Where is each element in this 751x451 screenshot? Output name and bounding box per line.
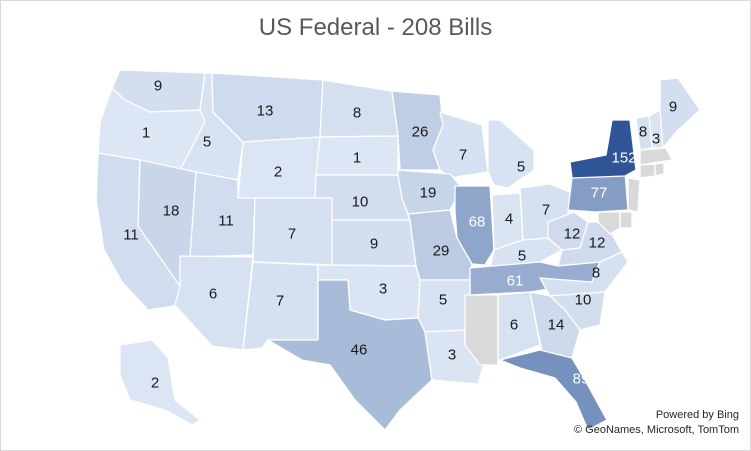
state-value-nv: 18 <box>163 203 180 220</box>
state-value-fl: 89 <box>573 371 590 388</box>
state-value-in: 4 <box>505 211 513 228</box>
state-value-al: 6 <box>510 317 518 334</box>
state-value-pa: 77 <box>591 185 608 202</box>
state-value-ca: 11 <box>123 227 139 244</box>
state-value-mi: 5 <box>517 159 525 176</box>
state-value-ga: 14 <box>548 317 565 334</box>
map-attribution: Powered by Bing © GeoNames, Microsoft, T… <box>574 408 739 438</box>
state-value-ok: 3 <box>379 281 387 298</box>
state-value-ar: 5 <box>439 292 447 309</box>
state-value-la: 3 <box>448 347 456 364</box>
state-az[interactable] <box>174 255 254 351</box>
map-title: US Federal - 208 Bills <box>258 14 493 41</box>
state-value-mn: 26 <box>412 124 429 141</box>
attribution-copyright: © GeoNames, Microsoft, TomTom <box>574 424 739 436</box>
state-tx[interactable] <box>267 279 433 431</box>
state-value-co: 7 <box>288 226 296 243</box>
state-value-ne: 10 <box>352 194 369 211</box>
state-ny[interactable] <box>569 119 637 179</box>
state-value-nm: 7 <box>276 293 284 310</box>
state-nj[interactable] <box>627 177 641 213</box>
state-value-sd: 1 <box>353 150 361 167</box>
state-value-mt: 13 <box>257 103 274 120</box>
state-value-id: 5 <box>203 134 211 151</box>
state-value-va: 12 <box>589 235 606 252</box>
state-value-wi: 7 <box>459 147 467 164</box>
state-value-ak: 2 <box>151 375 159 392</box>
state-me[interactable] <box>659 77 701 149</box>
state-value-or: 1 <box>142 125 150 142</box>
state-value-ky: 5 <box>518 248 526 265</box>
state-value-az: 6 <box>209 286 217 303</box>
state-value-ny: 152 <box>611 150 636 167</box>
state-value-wy: 2 <box>274 164 282 181</box>
state-value-wa: 9 <box>154 78 162 95</box>
state-ms[interactable] <box>464 294 499 366</box>
state-ma[interactable] <box>639 147 673 166</box>
state-value-nc: 8 <box>592 265 600 282</box>
state-fl[interactable] <box>499 349 608 431</box>
state-value-wv: 12 <box>564 226 581 243</box>
state-value-nd: 8 <box>353 105 361 122</box>
state-value-ut: 11 <box>218 213 234 230</box>
state-value-mo: 29 <box>433 243 450 260</box>
state-value-me: 9 <box>669 99 677 116</box>
state-value-tn: 61 <box>507 273 524 290</box>
state-value-vt: 8 <box>639 124 647 141</box>
state-mi[interactable] <box>487 119 535 189</box>
state-value-il: 68 <box>469 214 486 231</box>
state-value-ia: 19 <box>420 185 437 202</box>
state-md[interactable] <box>597 211 621 235</box>
state-value-ks: 9 <box>370 236 378 253</box>
state-shapes <box>95 69 701 431</box>
state-ri[interactable] <box>654 162 665 177</box>
attribution-powered-by: Powered by Bing <box>655 409 739 421</box>
state-value-tx: 46 <box>351 342 368 359</box>
state-value-oh: 7 <box>542 202 550 219</box>
state-ct[interactable] <box>639 163 656 179</box>
state-ak[interactable] <box>119 339 201 426</box>
state-value-sc: 10 <box>575 292 592 309</box>
state-value-nh: 3 <box>652 131 660 148</box>
state-il[interactable] <box>454 185 495 266</box>
state-de[interactable] <box>619 211 633 229</box>
